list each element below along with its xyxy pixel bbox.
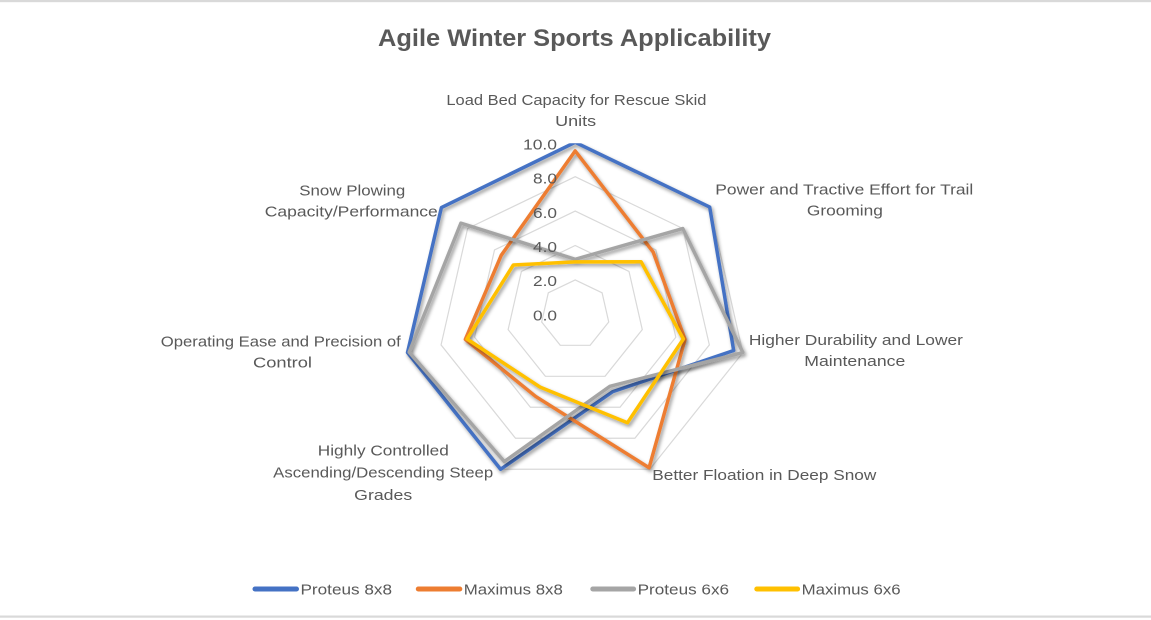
- svg-text:Highly Controlled: Highly Controlled: [318, 443, 449, 460]
- svg-text:10.0: 10.0: [523, 136, 557, 153]
- svg-text:4.0: 4.0: [533, 239, 557, 256]
- svg-text:Maximus 6x6: Maximus 6x6: [802, 581, 901, 598]
- svg-text:Units: Units: [555, 113, 596, 130]
- svg-text:Operating Ease and Precision o: Operating Ease and Precision of: [161, 333, 402, 350]
- svg-text:0.0: 0.0: [533, 307, 557, 324]
- svg-text:6.0: 6.0: [533, 205, 557, 222]
- svg-text:Grooming: Grooming: [807, 203, 883, 220]
- svg-text:Ascending/Descending Steep: Ascending/Descending Steep: [273, 465, 493, 482]
- svg-text:Higher Durability and Lower: Higher Durability and Lower: [749, 332, 963, 349]
- svg-text:Proteus 8x8: Proteus 8x8: [301, 581, 393, 598]
- svg-text:Power and Tractive Effort for: Power and Tractive Effort for Trail: [715, 182, 973, 199]
- svg-text:Capacity/Performance: Capacity/Performance: [265, 204, 438, 221]
- svg-text:Agile Winter Sports Applicabil: Agile Winter Sports Applicability: [378, 25, 771, 52]
- svg-text:Load Bed Capacity for Rescue S: Load Bed Capacity for Rescue Skid: [446, 92, 706, 109]
- svg-text:2.0: 2.0: [533, 273, 557, 290]
- svg-text:8.0: 8.0: [533, 171, 557, 188]
- svg-text:Maintenance: Maintenance: [804, 353, 905, 370]
- svg-text:Control: Control: [253, 354, 312, 371]
- svg-text:Better Floation in Deep Snow: Better Floation in Deep Snow: [652, 467, 876, 484]
- svg-text:Grades: Grades: [354, 487, 412, 504]
- svg-text:Proteus 6x6: Proteus 6x6: [638, 581, 730, 598]
- svg-text:Snow Plowing: Snow Plowing: [299, 183, 405, 200]
- svg-text:Maximus 8x8: Maximus 8x8: [464, 581, 563, 598]
